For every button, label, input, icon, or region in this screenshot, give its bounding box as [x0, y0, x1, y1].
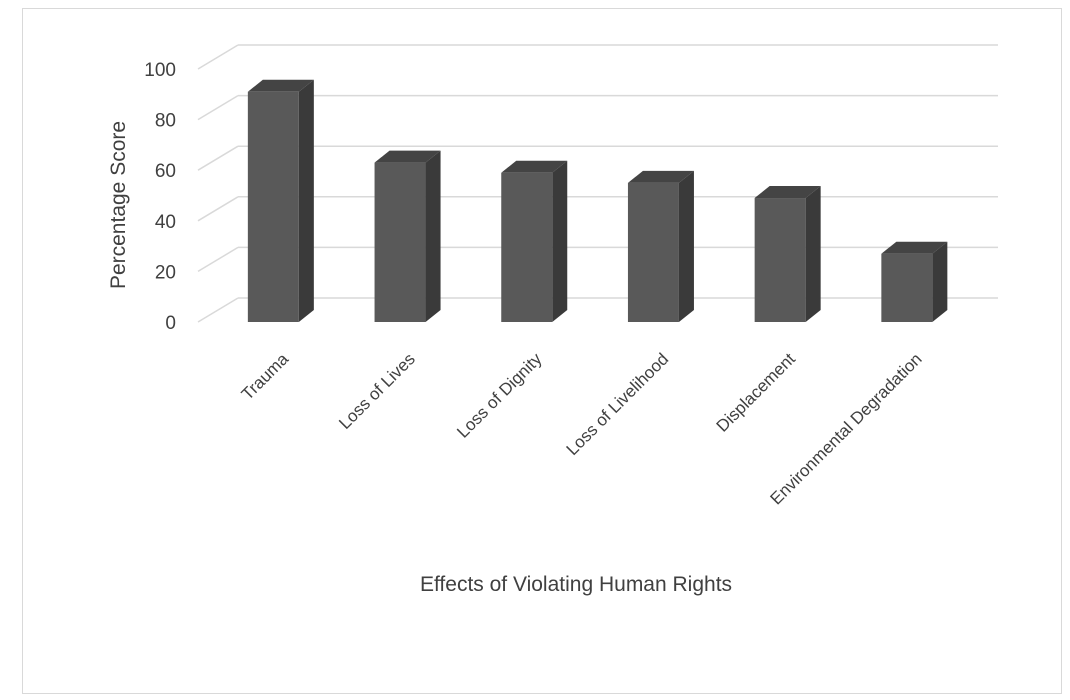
- bar-side: [552, 160, 568, 322]
- y-tick-label: 40: [155, 212, 176, 233]
- y-tick-label: 60: [155, 161, 176, 182]
- x-axis-title: Effects of Violating Human Rights: [420, 573, 732, 596]
- x-tick-label: Displacement: [713, 349, 799, 435]
- bar-side: [678, 170, 694, 322]
- bar: [501, 160, 568, 322]
- gridline-depth: [197, 297, 239, 323]
- x-tick-label: Loss of Lives: [335, 349, 419, 433]
- bar-front: [881, 253, 933, 322]
- bar-top: [247, 79, 314, 92]
- bar-top: [627, 170, 694, 183]
- gridline-depth: [197, 196, 239, 222]
- x-tick-label: Loss of Dignity: [453, 349, 546, 442]
- bar-front: [247, 91, 299, 323]
- bar-front: [374, 162, 426, 322]
- y-tick-label: 0: [165, 313, 176, 334]
- bars: [247, 79, 948, 323]
- bar-front: [501, 172, 553, 322]
- bar-top: [501, 160, 568, 173]
- x-tick-label: Trauma: [238, 349, 293, 404]
- y-axis-ticks: 0 20 40 60 80 100: [144, 60, 176, 334]
- y-axis-title: Percentage Score: [107, 121, 130, 289]
- y-tick-label: 80: [155, 111, 176, 132]
- x-tick-label: Environmental Degradation: [767, 349, 926, 508]
- bar-front: [627, 182, 679, 322]
- chart-area: [22, 8, 1062, 694]
- gridline-depth: [197, 246, 239, 273]
- bar-front: [754, 198, 806, 322]
- x-axis-ticks: Trauma Loss of Lives Loss of Dignity Loss o…: [238, 349, 926, 508]
- x-tick-label: Loss of Livelihood: [563, 349, 673, 459]
- bar: [247, 79, 314, 323]
- bar-top: [754, 186, 821, 199]
- bar: [374, 150, 441, 322]
- bar-side: [298, 79, 314, 323]
- bar-top: [374, 150, 441, 163]
- bar-side: [425, 150, 441, 322]
- bar-side: [932, 241, 948, 322]
- gridlines: [197, 44, 998, 323]
- gridline-depth: [197, 44, 239, 70]
- bar: [881, 241, 948, 322]
- gridline-depth: [197, 94, 239, 121]
- bar: [754, 186, 821, 322]
- bar-top: [881, 241, 948, 254]
- y-tick-label: 20: [155, 262, 176, 283]
- bar-side: [805, 186, 821, 322]
- gridline-depth: [197, 145, 239, 171]
- bar: [627, 170, 694, 322]
- y-tick-label: 100: [144, 60, 176, 81]
